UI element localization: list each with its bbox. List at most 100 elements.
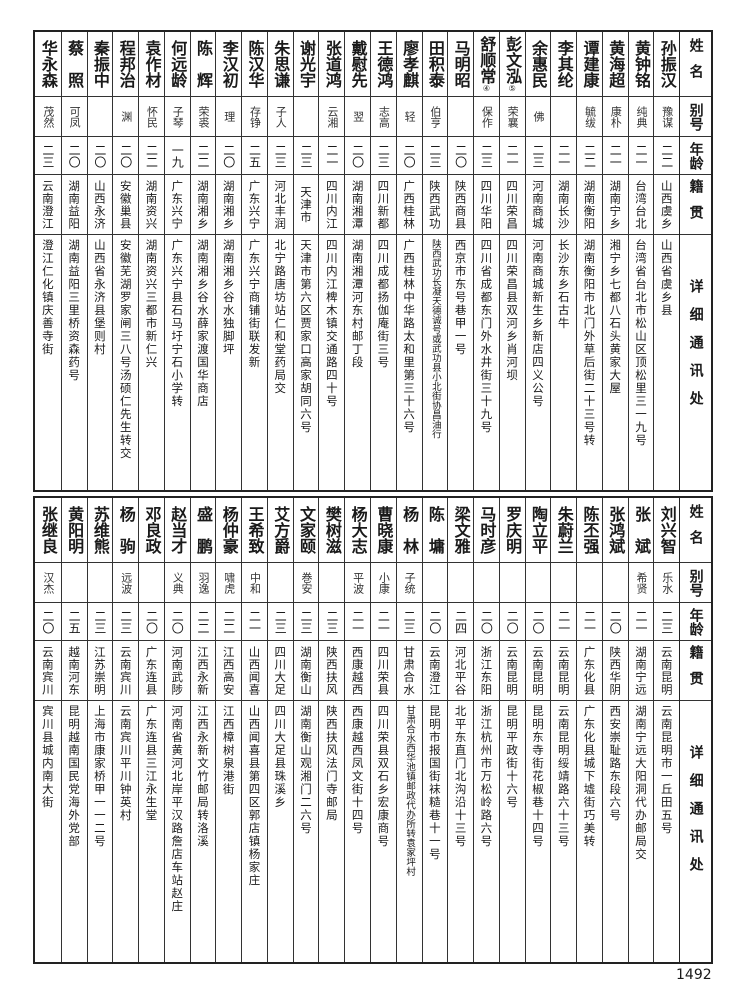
person-address: 云南昆明绥靖路六十三号: [556, 705, 571, 848]
origin-cell: 河南商城: [525, 175, 551, 235]
person-age: 二二: [195, 609, 210, 634]
person-name: 陶立平: [528, 506, 548, 554]
header-cell-address: 详细通讯处: [680, 701, 711, 962]
person-column: 谭建康 毓绂 二二 湖南衡阳 湖南衡阳市北门外草后街二十三号转: [576, 32, 602, 490]
person-age: 二三: [659, 609, 674, 634]
person-name: 李汉初: [219, 40, 239, 88]
name-cell: 罗庆明: [499, 498, 525, 563]
age-cell: 二三: [422, 137, 448, 175]
origin-cell: 河南武陟: [164, 641, 190, 701]
person-address: 昆明东寺街花椒巷十四号: [530, 705, 545, 848]
person-address: 广东兴宁县石马圩宁石小学转: [170, 239, 185, 408]
person-column: 黄阳明 二五 越南河东 昆明越南国民党海外党部: [60, 498, 87, 962]
age-cell: 二〇: [61, 137, 87, 175]
person-alias: 怀民: [145, 105, 159, 128]
person-age: 二三: [530, 143, 545, 168]
person-age: 二三: [324, 609, 339, 634]
person-origin: 湖南衡山: [299, 645, 314, 696]
address-cell: 湘宁乡七都八石头黄家大屋: [603, 235, 628, 490]
header-column: 姓名 别号 年龄 籍贯 详细通讯处: [679, 32, 711, 490]
person-age: 二一: [556, 609, 571, 634]
person-column: 杨仲豪 啸虎 二二 江西高安 江西樟树泉港街: [215, 498, 242, 962]
person-column: 赵当才 义典 二〇 河南武陟 河南省黄河北岸平汉路詹店车站赵庄: [163, 498, 190, 962]
name-cell: 程邦治: [113, 32, 139, 97]
alias-cell: 远波: [113, 563, 139, 603]
person-age: 二〇: [453, 143, 468, 168]
age-cell: 二三: [525, 137, 551, 175]
origin-cell: 四川荣昌: [499, 175, 525, 235]
origin-cell: 天津市: [293, 175, 319, 235]
name-cell: 杨 林: [396, 498, 422, 563]
person-origin: 湖南益阳: [67, 179, 82, 230]
person-origin: 山西永济: [92, 179, 107, 230]
person-age: 二〇: [67, 143, 82, 168]
person-address: 昆明市报国街袜糙巷十一号: [427, 705, 442, 861]
person-origin: 四川华阳: [479, 179, 494, 230]
person-address: 西安崇耻路东段六号: [608, 705, 623, 822]
address-cell: 浙江杭州市万松岭路六号: [474, 701, 499, 962]
person-origin: 云南昆明: [530, 645, 545, 696]
age-cell: 二三: [474, 137, 499, 175]
alias-cell: [551, 97, 577, 137]
alias-cell: 可凤: [61, 97, 87, 137]
origin-cell: 山西闻喜: [242, 641, 267, 701]
person-age: 二三: [299, 143, 314, 168]
header-label-alias: 别号: [687, 568, 704, 597]
person-origin: 天津市: [299, 185, 314, 224]
person-age: 二〇: [92, 143, 107, 168]
age-cell: 二三: [293, 603, 319, 641]
person-age: 二〇: [118, 143, 133, 168]
person-address: 宾川县城内南大街: [40, 705, 55, 809]
person-origin: 广西桂林: [402, 179, 417, 230]
person-alias: 渊: [119, 111, 133, 122]
person-alias: 豫谋: [660, 105, 674, 128]
person-alias: 保作: [480, 105, 494, 128]
person-address: 湘宁乡七都八石头黄家大屋: [608, 239, 623, 395]
person-name: 盛 鹏: [193, 506, 213, 554]
alias-cell: 存铮: [242, 97, 267, 137]
address-cell: 广东兴宁商铺街联发新: [242, 235, 267, 490]
name-cell: 蔡 照: [61, 32, 87, 97]
person-age: 二三: [273, 143, 288, 168]
alias-cell: [525, 563, 551, 603]
age-cell: 二三: [35, 137, 61, 175]
person-address: 四川荣县双石乡宏康商号: [376, 705, 391, 848]
age-cell: 二〇: [345, 137, 370, 175]
person-age: 二〇: [144, 609, 159, 634]
name-cell: 赵当才: [164, 498, 190, 563]
person-origin: 陕西武功: [427, 179, 442, 230]
person-origin: 四川内江: [324, 179, 339, 230]
person-age: 二〇: [479, 609, 494, 634]
name-cell: 陈 墉: [422, 498, 448, 563]
alias-cell: 汉杰: [35, 563, 61, 603]
name-cell: 陈 辉: [190, 32, 216, 97]
header-label-age: 年龄: [687, 607, 704, 636]
person-origin: 湖南衡阳: [582, 179, 597, 230]
origin-cell: 云南昆明: [499, 641, 525, 701]
alias-cell: [577, 563, 602, 603]
person-age: 二三: [118, 609, 133, 634]
age-cell: 二〇: [448, 137, 474, 175]
person-name: 李其纶: [554, 40, 574, 88]
person-column: 王德鸿 志高 二三 四川新都 四川成都扬伽庵街三号: [369, 32, 396, 490]
person-origin: 湖南湘乡: [221, 179, 236, 230]
origin-cell: 湖南湘乡: [216, 175, 242, 235]
alias-cell: [422, 563, 448, 603]
age-cell: 二二: [216, 603, 242, 641]
header-cell-origin: 籍贯: [680, 641, 711, 701]
header-label-name: 姓名: [687, 38, 704, 90]
age-cell: 二三: [293, 137, 319, 175]
person-address: 云南昆明市一丘田五号: [659, 705, 674, 835]
age-cell: 二〇: [139, 603, 164, 641]
person-age: 二一: [350, 609, 365, 634]
name-cell: 余惠民: [525, 32, 551, 97]
person-age: 二〇: [608, 609, 623, 634]
person-age: 二〇: [402, 143, 417, 168]
person-column: 陈汉华 存铮 二五 广东兴宁 广东兴宁商铺街联发新: [241, 32, 267, 490]
person-column: 陶立平 二〇 云南昆明 昆明东寺街花椒巷十四号: [524, 498, 551, 962]
name-cell: 张鸿斌: [602, 498, 628, 563]
person-alias: 希贤: [635, 571, 648, 594]
person-name: 黄海超: [606, 40, 626, 88]
person-origin: 湖南资兴: [144, 179, 159, 230]
person-address: 山西闻喜县第四区郭店镇杨家庄: [247, 705, 262, 887]
